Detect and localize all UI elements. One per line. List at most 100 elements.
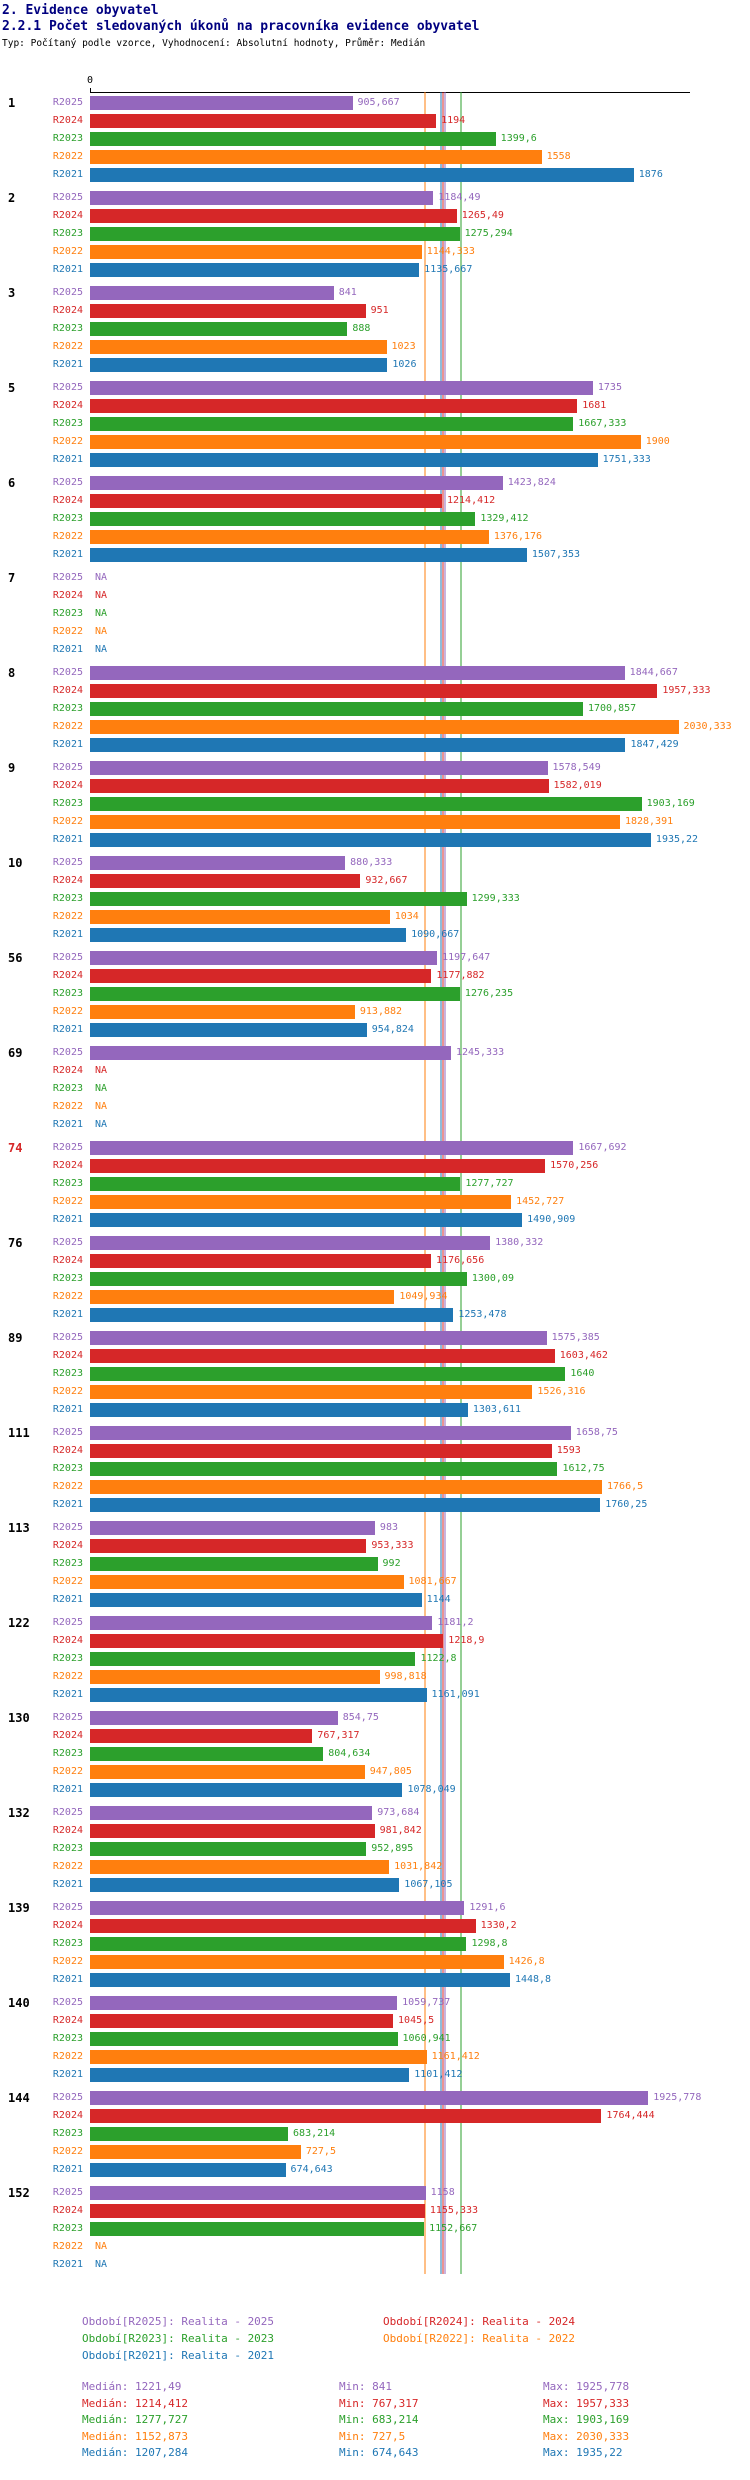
bar-row: R2025 1423,824	[0, 474, 750, 492]
bar-value-label: 841	[338, 287, 357, 298]
bar-R2022	[90, 1860, 390, 1874]
bar-track: 1045,5	[90, 2012, 690, 2030]
bar-track: 1059,737	[90, 1994, 690, 2012]
bar-row: R2025 973,684	[0, 1804, 750, 1822]
bar-row: R2023 1275,294	[0, 225, 750, 243]
series-row-label: R2023	[52, 1843, 83, 1854]
series-row-label: R2023	[52, 1748, 83, 1759]
bar-track: 1578,549	[90, 759, 690, 777]
series-row-label: R2021	[52, 1784, 83, 1795]
bar-track: 1844,667	[90, 664, 690, 682]
series-row-label: R2023	[52, 133, 83, 144]
bar-track: 1067,105	[90, 1876, 690, 1894]
bar-row: R2021 1751,333	[0, 451, 750, 469]
bar-row: R2022 727,5	[0, 2143, 750, 2161]
bar-R2023	[90, 1557, 378, 1571]
series-row-label: R2022	[52, 1101, 83, 1112]
bar-track: 1161,412	[90, 2048, 690, 2066]
bar-value-label: 1090,667	[411, 929, 460, 940]
bar-row: R2025 1844,667	[0, 664, 750, 682]
group-8: 8 R2025 1844,667 R2024 1957,333 R2023 1700,857…	[0, 664, 750, 754]
bar-value-label: 947,805	[369, 1766, 412, 1777]
bar-value-label: 1828,391	[624, 816, 674, 827]
bar-value-label: 1426,8	[508, 1956, 545, 1967]
bar-track: 888	[90, 320, 690, 338]
bar-row: R2023 952,895	[0, 1840, 750, 1858]
bar-R2022	[90, 2145, 301, 2159]
bar-value-label: 1667,692	[578, 1142, 627, 1153]
series-row-label: R2021	[52, 1689, 83, 1700]
bar-R2023	[90, 132, 496, 146]
bar-value-label: 951	[370, 305, 389, 316]
bar-track: 767,317	[90, 1727, 690, 1745]
bar-value-label: 854,75	[342, 1712, 379, 1723]
bar-row: R2022 1426,8	[0, 1953, 750, 1971]
bar-row: R2025 1658,75	[0, 1424, 750, 1442]
stat-min-R2022: Min: 727,5	[339, 2429, 406, 2443]
group-label: 8	[8, 666, 16, 680]
bar-row: R2023 1122,8	[0, 1650, 750, 1668]
bar-track: 1090,667	[90, 926, 690, 944]
bar-track: 1184,49	[90, 189, 690, 207]
series-row-label: R2023	[52, 323, 83, 334]
series-row-label: R2021	[52, 1499, 83, 1510]
bar-track: NA	[90, 1098, 690, 1116]
bar-value-label: 1253,478	[458, 1309, 507, 1320]
bar-R2021	[90, 2068, 410, 2082]
bar-row: R2024 981,842	[0, 1822, 750, 1840]
bar-R2024	[90, 1349, 555, 1363]
group-label: 69	[8, 1046, 23, 1060]
bar-row: R2025 880,333	[0, 854, 750, 872]
stat-max-R2021: Max: 1935,22	[543, 2446, 623, 2459]
bar-track: 1078,049	[90, 1781, 690, 1799]
bar-row: R2021 1448,8	[0, 1971, 750, 1989]
series-row-label: R2022	[52, 1766, 83, 1777]
legend-item-R2025: Období[R2025]: Realita - 2025	[82, 2315, 275, 2328]
bar-row: R2025 1291,6	[0, 1899, 750, 1917]
group-3: 3 R2025 841 R2024 951 R2023 888 R2022 1023 R2021 1…	[0, 284, 750, 374]
group-89: 89 R2025 1575,385 R2024 1603,462 R2023 1640 R20…	[0, 1329, 750, 1419]
bar-value-label: 1681	[582, 400, 607, 411]
bar-row: R2024 1214,412	[0, 492, 750, 510]
median-line-R2023	[460, 92, 463, 2274]
bar-track: 1144,333	[90, 243, 690, 261]
bar-track: 1700,857	[90, 700, 690, 718]
bar-R2025	[90, 1521, 375, 1535]
bar-R2021	[90, 548, 527, 562]
bar-value-label: 767,317	[317, 1730, 360, 1741]
bar-value-label: 1658,75	[575, 1427, 618, 1438]
bar-row: R2024 1957,333	[0, 682, 750, 700]
bar-R2022	[90, 1385, 533, 1399]
series-row-label: R2024	[52, 1540, 83, 1551]
bar-row: R2022 1376,176	[0, 528, 750, 546]
bar-track: 1593	[90, 1442, 690, 1460]
stat-median-R2024: Medián: 1214,412	[82, 2396, 188, 2410]
bar-row: R2024 NA	[0, 587, 750, 605]
bar-R2025	[90, 2186, 426, 2200]
bar-R2025	[90, 1901, 465, 1915]
bar-value-label: 1700,857	[588, 703, 637, 714]
bar-value-label: 953,333	[371, 1540, 414, 1551]
bar-R2021	[90, 1878, 400, 1892]
bar-row: R2024 1194	[0, 112, 750, 130]
bar-value-label: 1265,49	[461, 210, 504, 221]
group-111: 111 R2025 1658,75 R2024 1593 R2023 1612,75 R202…	[0, 1424, 750, 1514]
bar-value-na-label: NA	[95, 2241, 108, 2252]
bar-R2023	[90, 1652, 416, 1666]
bar-track: 947,805	[90, 1763, 690, 1781]
bar-R2024	[90, 1254, 432, 1268]
bar-row: R2023 1667,333	[0, 415, 750, 433]
bar-track: 1426,8	[90, 1953, 690, 1971]
series-row-label: R2024	[52, 1730, 83, 1741]
bar-row: R2022 NA	[0, 623, 750, 641]
bar-value-label: 1303,611	[472, 1404, 522, 1415]
bar-track: 1197,647	[90, 949, 690, 967]
bar-R2025	[90, 1236, 491, 1250]
bar-row: R2025 1158	[0, 2184, 750, 2202]
bar-value-label: 1197,647	[442, 952, 491, 963]
bar-row: R2024 1582,019	[0, 777, 750, 795]
series-row-label: R2023	[52, 2033, 83, 2044]
bar-value-label: 973,684	[377, 1807, 420, 1818]
bar-row: R2022 1031,842	[0, 1858, 750, 1876]
series-row-label: R2024	[52, 2205, 83, 2216]
